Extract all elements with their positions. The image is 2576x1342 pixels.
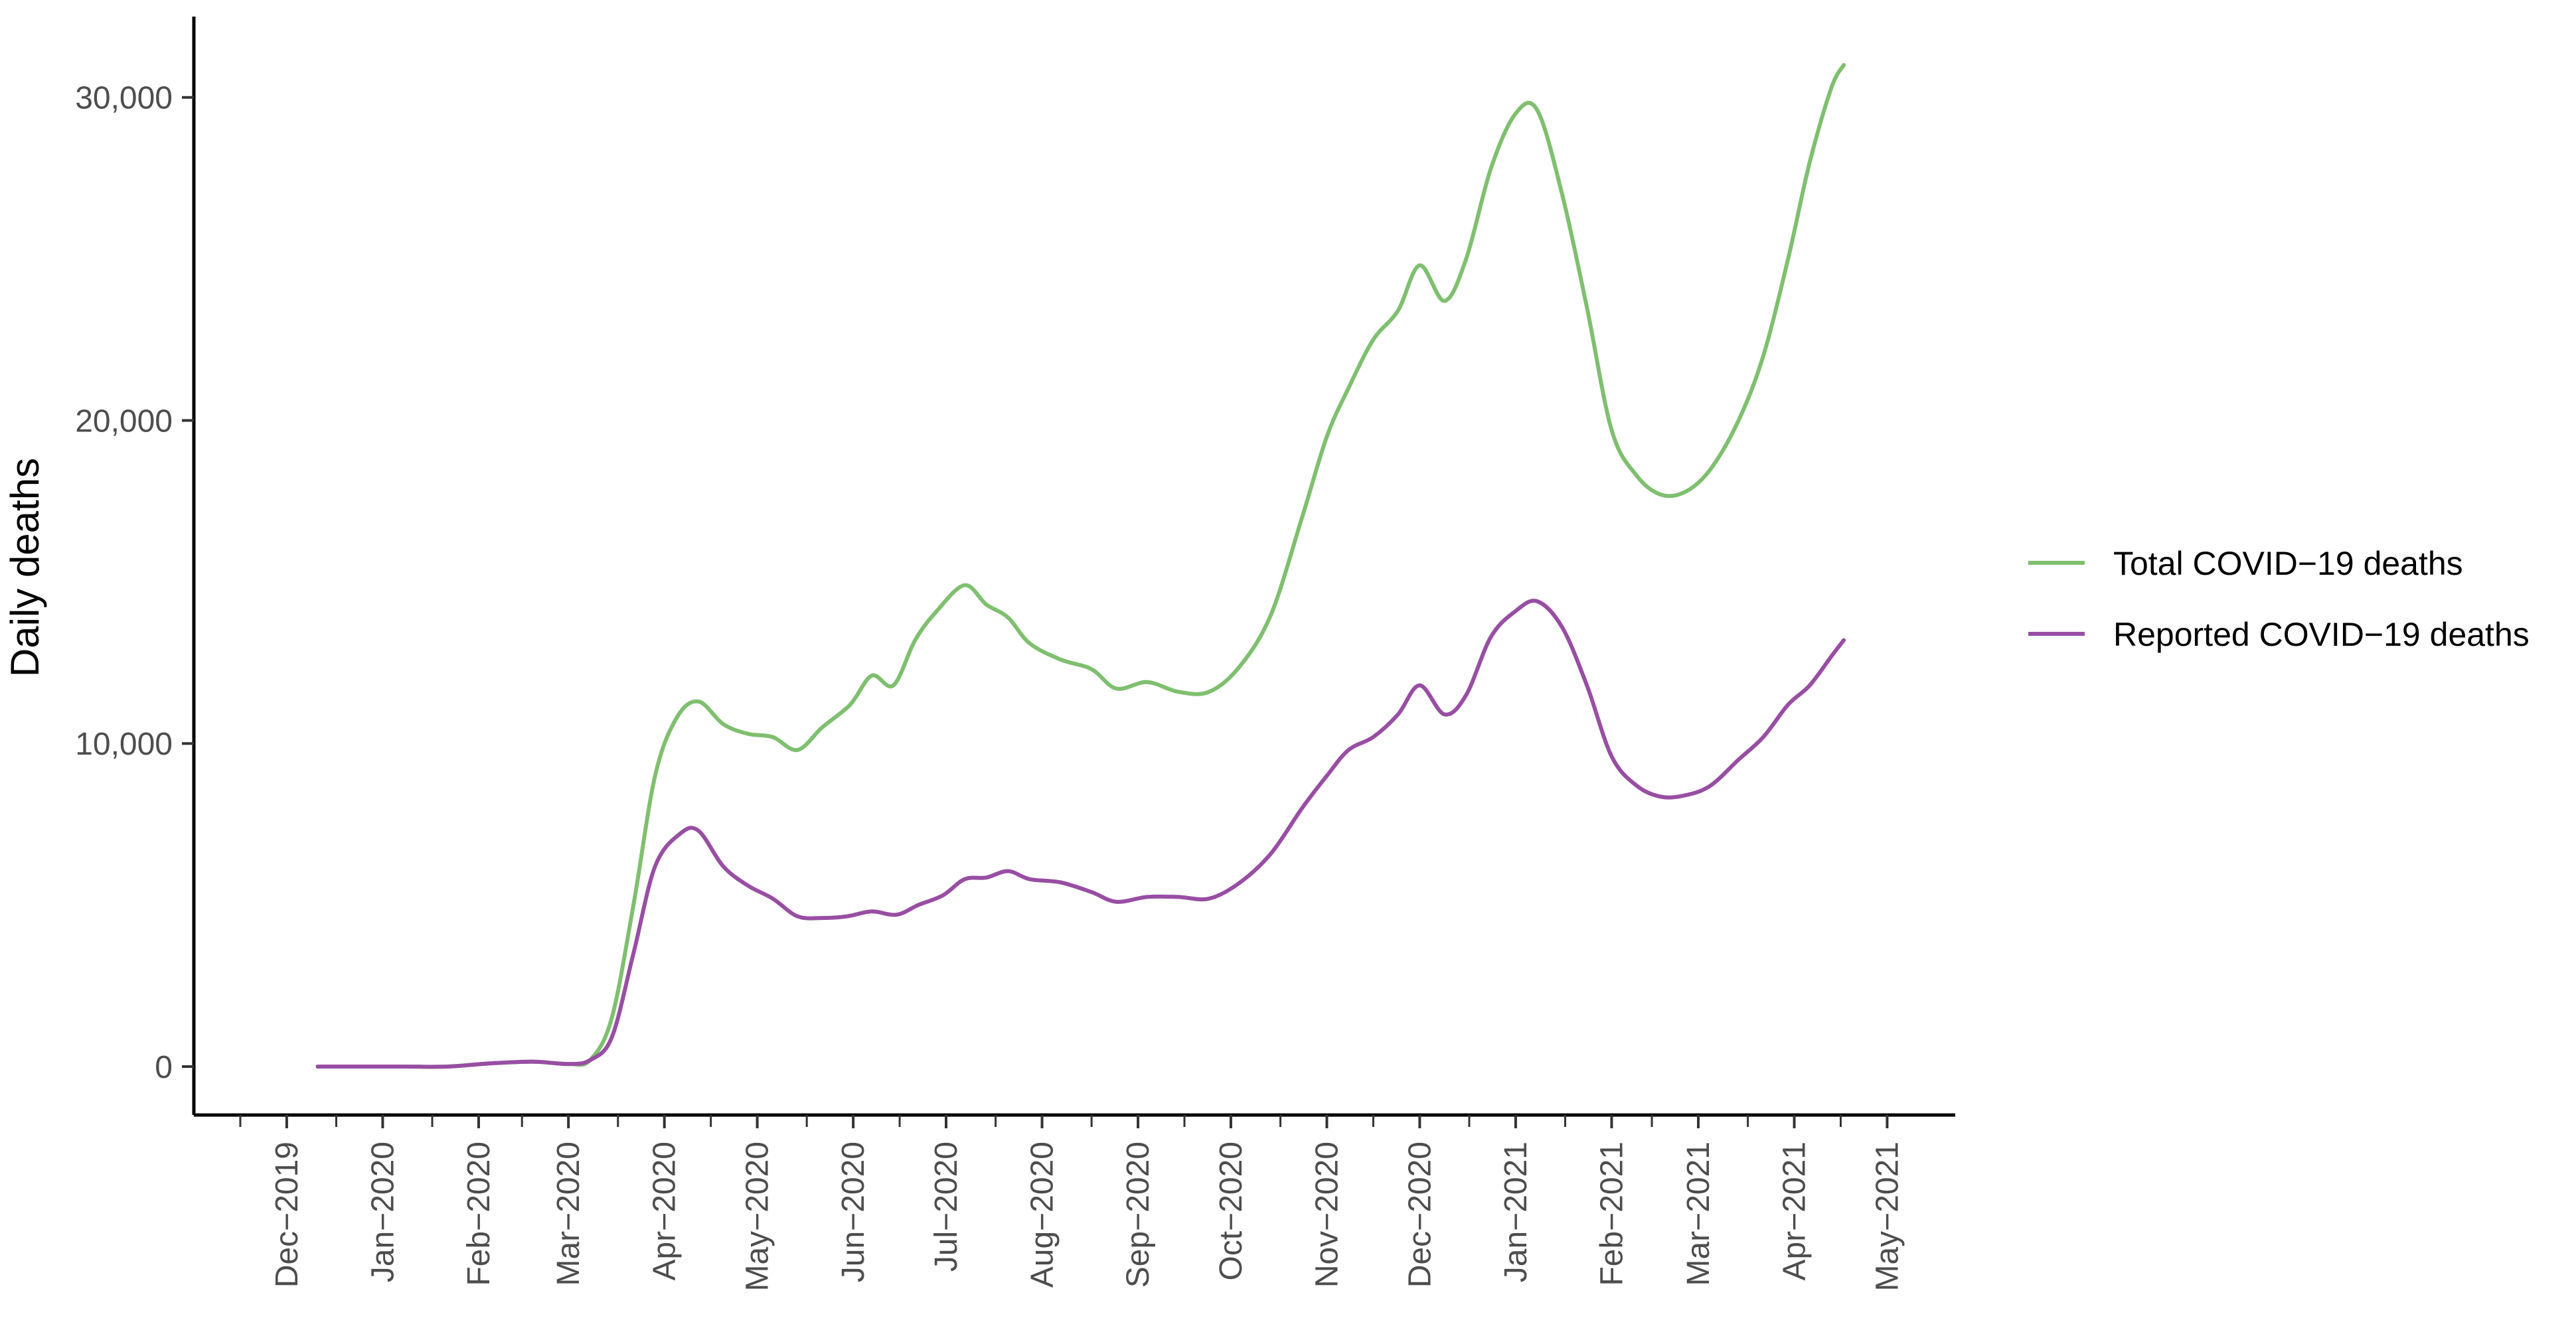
- legend-label-1: Total COVID−19 deaths: [2113, 545, 2463, 582]
- x-tick-label: Apr−2021: [1777, 1142, 1812, 1281]
- x-tick-label: Apr−2020: [647, 1142, 683, 1281]
- x-tick-label: Mar−2021: [1681, 1142, 1716, 1286]
- series-lines: [315, 63, 1846, 1069]
- y-tick-label: 0: [155, 1050, 173, 1085]
- x-tick-label: Mar−2020: [551, 1142, 586, 1286]
- x-tick-label: Jan−2021: [1498, 1142, 1534, 1282]
- x-tick-label: Feb−2021: [1594, 1142, 1629, 1286]
- x-tick-label: Aug−2020: [1025, 1142, 1060, 1288]
- x-tick-label: Nov−2020: [1309, 1142, 1344, 1288]
- x-tick-label: Oct−2020: [1214, 1142, 1249, 1280]
- x-tick-label: Dec−2020: [1402, 1142, 1437, 1288]
- y-tick-label: 20,000: [75, 404, 173, 439]
- y-axis-title: Daily deaths: [3, 458, 47, 677]
- x-tick-label: Feb−2020: [461, 1142, 497, 1286]
- x-tick-label: Jul−2020: [929, 1142, 964, 1272]
- x-tick-label: Dec−2019: [270, 1142, 305, 1288]
- legend-label-2: Reported COVID−19 deaths: [2113, 616, 2530, 653]
- series-line-2: [315, 599, 1846, 1069]
- x-tick-label: May−2020: [740, 1142, 775, 1292]
- series-line-1: [315, 63, 1846, 1069]
- legend: Total COVID−19 deaths Reported COVID−19 d…: [2028, 545, 2530, 653]
- x-tick-label: Jan−2020: [365, 1142, 400, 1282]
- x-tick-label: May−2021: [1870, 1142, 1905, 1292]
- y-tick-label: 30,000: [75, 81, 173, 116]
- y-tick-label: 10,000: [75, 727, 173, 762]
- axes-group: 0 10,000 20,000 30,000 Dec−2019 Jan−2020 Feb−2…: [75, 17, 1955, 1292]
- x-tick-label: Jun−2020: [836, 1142, 871, 1282]
- x-tick-label: Sep−2020: [1121, 1142, 1156, 1288]
